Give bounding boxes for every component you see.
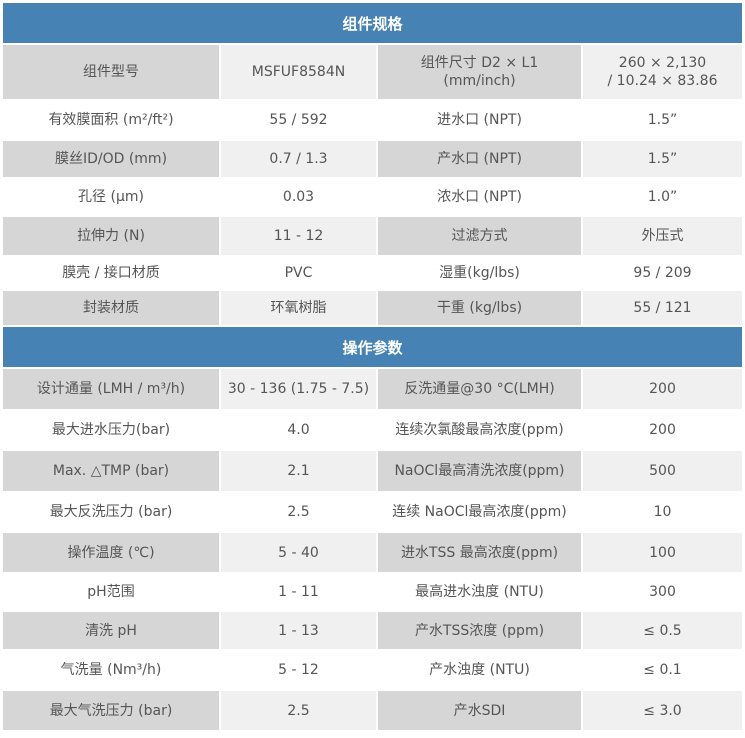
table-row: 组件型号 MSFUF8584N 组件尺寸 D2 × L1 (mm/inch) 260 … [3,45,742,101]
param-label: NaOCl最高清洗浓度(ppm) [378,451,583,493]
param-label: 过滤方式 [378,217,583,257]
param-label: 设计通量 (LMH / m³/h) [3,369,221,411]
table-row: pH范围 1 - 11 最高进水浊度 (NTU) 300 [3,574,742,612]
param-label: 产水浊度 (NTU) [378,651,583,691]
param-label: 湿重(kg/lbs) [378,257,583,291]
param-label: 最大反洗压力 (bar) [3,493,221,533]
param-value: 1.5” [583,101,742,141]
param-value: 0.7 / 1.3 [221,141,378,179]
param-value: 2.5 [221,493,378,533]
param-value: ≤ 0.1 [583,651,742,691]
table-row: 封装材质 环氧树脂 干重 (kg/lbs) 55 / 121 [3,291,742,327]
param-label: 清洗 pH [3,612,221,651]
param-value: MSFUF8584N [221,45,378,101]
param-label: 干重 (kg/lbs) [378,291,583,327]
param-value: 2.1 [221,451,378,493]
param-value: 55 / 592 [221,101,378,141]
table-row: 设计通量 (LMH / m³/h) 30 - 136 (1.75 - 7.5) 反洗… [3,369,742,411]
param-value: 30 - 136 (1.75 - 7.5) [221,369,378,411]
param-label: 反洗通量@30 °C(LMH) [378,369,583,411]
param-label: 产水TSS浓度 (ppm) [378,612,583,651]
param-value: 1 - 13 [221,612,378,651]
table-row: 膜丝ID/OD (mm) 0.7 / 1.3 产水口 (NPT) 1.5” [3,141,742,179]
param-label: 进水TSS 最高浓度(ppm) [378,533,583,574]
param-label: 操作温度 (℃) [3,533,221,574]
param-value: 500 [583,451,742,493]
param-label: 进水口 (NPT) [378,101,583,141]
section-header: 组件规格 [3,3,742,45]
param-label: pH范围 [3,574,221,612]
param-value: PVC [221,257,378,291]
param-value: 55 / 121 [583,291,742,327]
param-value: 5 - 12 [221,651,378,691]
param-label: 最大气洗压力 (bar) [3,691,221,732]
param-label: 气洗量 (Nm³/h) [3,651,221,691]
param-value: 300 [583,574,742,612]
param-value: 200 [583,411,742,451]
param-value: 1 - 11 [221,574,378,612]
param-label: 封装材质 [3,291,221,327]
table-row: 最大气洗压力 (bar) 2.5 产水SDI ≤ 3.0 [3,691,742,732]
param-label: 浓水口 (NPT) [378,179,583,217]
param-label: 最高进水浊度 (NTU) [378,574,583,612]
param-value: 10 [583,493,742,533]
param-value: 260 × 2,130 / 10.24 × 83.86 [583,45,742,101]
table-row: 清洗 pH 1 - 13 产水TSS浓度 (ppm) ≤ 0.5 [3,612,742,651]
param-label: 连续次氯酸最高浓度(ppm) [378,411,583,451]
table-row: 气洗量 (Nm³/h) 5 - 12 产水浊度 (NTU) ≤ 0.1 [3,651,742,691]
table-row: Max. △TMP (bar) 2.1 NaOCl最高清洗浓度(ppm) 500 [3,451,742,493]
section-header: 操作参数 [3,327,742,369]
spec-table: 组件规格 组件型号 MSFUF8584N 组件尺寸 D2 × L1 (mm/inch)… [3,3,742,732]
param-label: 产水SDI [378,691,583,732]
param-value: 11 - 12 [221,217,378,257]
param-label: 连续 NaOCl最高浓度(ppm) [378,493,583,533]
param-value: 4.0 [221,411,378,451]
table-row: 操作温度 (℃) 5 - 40 进水TSS 最高浓度(ppm) 100 [3,533,742,574]
table-row: 有效膜面积 (m²/ft²) 55 / 592 进水口 (NPT) 1.5” [3,101,742,141]
table-row: 膜壳 / 接口材质 PVC 湿重(kg/lbs) 95 / 209 [3,257,742,291]
param-value: 2.5 [221,691,378,732]
param-value: ≤ 3.0 [583,691,742,732]
table-row: 孔径 (μm) 0.03 浓水口 (NPT) 1.0” [3,179,742,217]
param-label: Max. △TMP (bar) [3,451,221,493]
table-row: 最大进水压力(bar) 4.0 连续次氯酸最高浓度(ppm) 200 [3,411,742,451]
param-value: 100 [583,533,742,574]
table-row: 拉伸力 (N) 11 - 12 过滤方式 外压式 [3,217,742,257]
param-value: 外压式 [583,217,742,257]
param-value: 5 - 40 [221,533,378,574]
param-value: ≤ 0.5 [583,612,742,651]
param-label: 拉伸力 (N) [3,217,221,257]
param-label: 产水口 (NPT) [378,141,583,179]
param-value: 0.03 [221,179,378,217]
param-label: 组件型号 [3,45,221,101]
param-value: 200 [583,369,742,411]
param-value: 95 / 209 [583,257,742,291]
param-value: 1.5” [583,141,742,179]
table-row: 最大反洗压力 (bar) 2.5 连续 NaOCl最高浓度(ppm) 10 [3,493,742,533]
param-label: 组件尺寸 D2 × L1 (mm/inch) [378,45,583,101]
param-value: 1.0” [583,179,742,217]
param-label: 有效膜面积 (m²/ft²) [3,101,221,141]
param-value: 环氧树脂 [221,291,378,327]
param-label: 膜壳 / 接口材质 [3,257,221,291]
param-label: 膜丝ID/OD (mm) [3,141,221,179]
param-label: 孔径 (μm) [3,179,221,217]
param-label: 最大进水压力(bar) [3,411,221,451]
